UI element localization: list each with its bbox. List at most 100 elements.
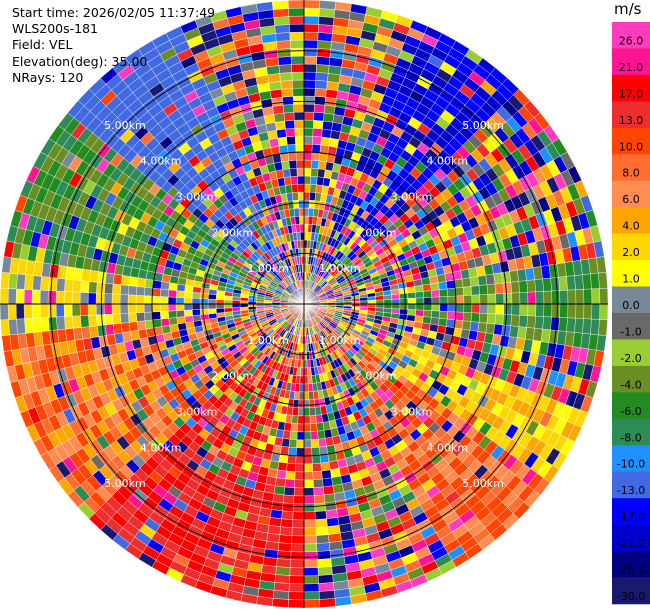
- range-gate: [319, 0, 336, 10]
- range-gate: [312, 470, 323, 480]
- range-gate: [292, 191, 299, 201]
- range-gate: [300, 231, 305, 241]
- range-gate: [479, 303, 489, 314]
- range-gate: [463, 303, 473, 313]
- range-gate: [485, 323, 496, 335]
- range-gate: [293, 111, 305, 121]
- range-gate: [303, 31, 319, 41]
- range-gate: [308, 391, 315, 401]
- range-ring-label: 4.00km: [140, 155, 182, 168]
- range-gate: [79, 303, 89, 316]
- range-gate: [567, 289, 577, 305]
- range-gate: [152, 311, 161, 321]
- range-gate: [303, 55, 318, 65]
- range-gate: [63, 291, 73, 305]
- range-gate: [375, 295, 385, 301]
- range-gate: [303, 135, 313, 145]
- range-gate: [501, 324, 512, 337]
- range-gate: [308, 399, 316, 409]
- range-gate: [279, 526, 293, 536]
- range-gate: [303, 223, 309, 233]
- range-gate: [310, 431, 319, 440]
- range-gate: [503, 303, 513, 316]
- range-gate: [276, 469, 287, 480]
- range-gate: [462, 286, 472, 296]
- range-ring-label: 5.00km: [104, 119, 146, 132]
- range-gate: [152, 280, 162, 290]
- range-gate: [559, 289, 569, 305]
- range-gate: [277, 542, 292, 552]
- range-gate: [183, 309, 193, 317]
- range-gate: [431, 296, 441, 305]
- range-gate: [526, 315, 536, 329]
- range-gate: [56, 277, 66, 292]
- range-gate: [310, 175, 318, 185]
- range-gate: [463, 295, 473, 305]
- range-gate: [272, 0, 289, 10]
- range-gate: [144, 278, 155, 289]
- range-gate: [280, 518, 293, 528]
- range-gate: [316, 56, 331, 66]
- colorbar-tick-label: -21.0: [617, 537, 645, 550]
- range-ring-label: 5.00km: [104, 477, 146, 490]
- range-gate: [383, 303, 393, 309]
- range-gate: [64, 315, 74, 330]
- range-gate: [414, 285, 424, 293]
- range-gate: [136, 277, 147, 288]
- range-gate: [320, 461, 331, 472]
- range-gate: [399, 298, 409, 305]
- range-gate: [96, 324, 107, 337]
- range-gate: [311, 144, 321, 154]
- range-gate: [454, 311, 464, 321]
- range-gate: [303, 143, 313, 153]
- range-gate: [407, 303, 417, 311]
- range-gate: [288, 160, 298, 169]
- range-gate: [282, 168, 291, 178]
- range-gate: [48, 316, 58, 331]
- range-ring-label: 2.00km: [355, 370, 397, 383]
- range-gate: [317, 566, 333, 576]
- range-gate: [469, 276, 480, 287]
- range-gate: [278, 453, 289, 464]
- range-gate: [470, 312, 480, 323]
- plot-info: Start time: 2026/02/05 11:37:49 WLS200s-…: [12, 5, 215, 86]
- range-gate: [391, 298, 401, 305]
- range-gate: [289, 431, 298, 440]
- elevation-label: Elevation(deg): 35.00: [12, 53, 148, 69]
- range-gate: [303, 391, 310, 401]
- range-gate: [32, 317, 42, 333]
- range-gate: [112, 323, 123, 335]
- range-gate: [543, 303, 553, 318]
- range-gate: [494, 282, 504, 295]
- range-gate: [493, 323, 504, 336]
- range-gate: [160, 318, 170, 327]
- range-gate: [136, 286, 146, 296]
- range-gate: [534, 278, 544, 293]
- range-gate: [294, 127, 305, 137]
- range-gate: [321, 469, 332, 480]
- range-gate: [303, 15, 320, 25]
- range-gate: [423, 290, 433, 298]
- range-gate: [207, 303, 217, 310]
- range-gate: [303, 511, 316, 521]
- range-gate: [315, 80, 328, 90]
- range-gate: [289, 39, 305, 49]
- range-gate: [314, 502, 326, 512]
- range-gate: [316, 422, 325, 432]
- range-gate: [285, 128, 296, 138]
- range-ring-label: 1.00km: [319, 334, 361, 347]
- range-gate: [478, 284, 488, 295]
- range-ring-label: 3.00km: [176, 406, 218, 419]
- range-gate: [469, 321, 480, 332]
- range-gate: [287, 447, 297, 456]
- range-gate: [303, 455, 313, 465]
- range-ring-label: 4.00km: [427, 155, 469, 168]
- range-gate: [322, 120, 333, 131]
- range-gate: [281, 160, 290, 170]
- range-gate: [518, 315, 528, 328]
- range-gate: [135, 303, 145, 313]
- range-gate: [7, 303, 17, 320]
- range-gate: [40, 276, 50, 291]
- range-gate: [292, 407, 299, 417]
